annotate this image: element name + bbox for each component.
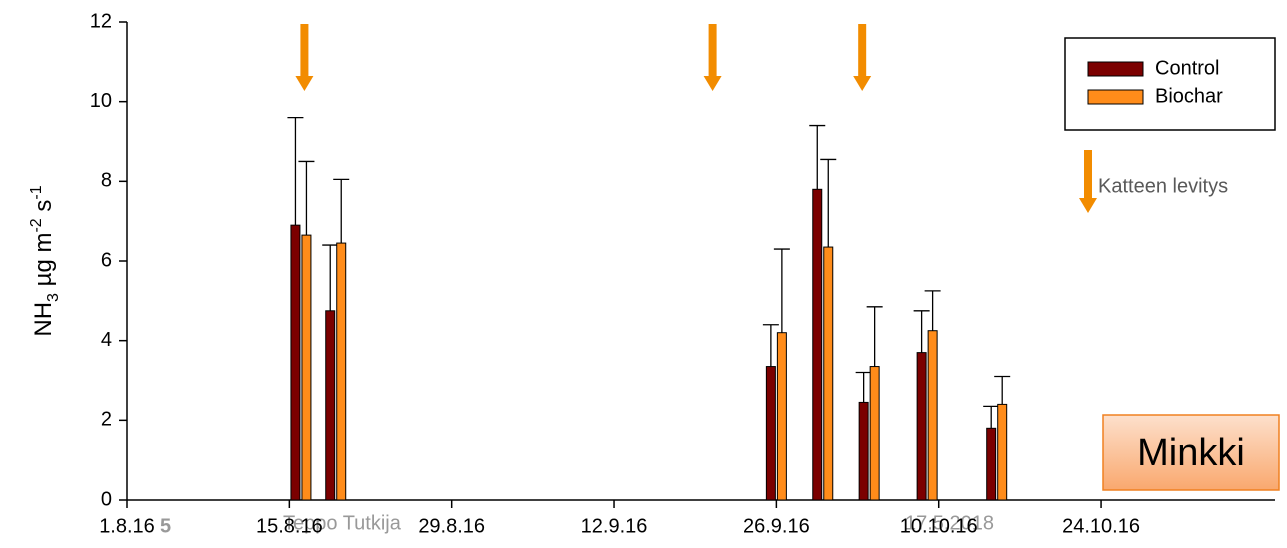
arrow-head bbox=[853, 76, 872, 91]
x-tick-label: 15.8.16 bbox=[256, 515, 323, 537]
application-arrow bbox=[703, 24, 722, 91]
bar bbox=[869, 366, 880, 501]
y-tick-label: 2 bbox=[101, 409, 112, 431]
x-tick-label: 26.9.16 bbox=[743, 515, 810, 537]
x-tick-label: 10.10.16 bbox=[900, 515, 978, 537]
legend-swatch bbox=[1087, 89, 1144, 105]
y-tick-label: 10 bbox=[90, 90, 112, 112]
bar bbox=[986, 427, 997, 501]
y-axis-label: NH3 µg m-2 s-1 bbox=[28, 185, 62, 336]
bar bbox=[927, 330, 938, 501]
bar bbox=[812, 188, 823, 501]
author: Teppo Tutkija bbox=[283, 512, 402, 534]
x-tick-label: 1.8.16 bbox=[99, 515, 155, 537]
y-label-part: -1 bbox=[28, 185, 45, 199]
legend-label: Control bbox=[1155, 57, 1219, 79]
arrow-head bbox=[703, 76, 722, 91]
arrow-legend-head bbox=[1079, 198, 1097, 213]
bar bbox=[997, 403, 1008, 501]
arrow-legend-shaft bbox=[1084, 150, 1092, 198]
bar bbox=[916, 352, 927, 501]
arrow-head bbox=[295, 76, 314, 91]
x-tick-label: 24.10.16 bbox=[1062, 515, 1140, 537]
legend-label: Biochar bbox=[1155, 85, 1223, 107]
arrow-shaft bbox=[300, 24, 309, 76]
y-label-part: NH bbox=[30, 302, 57, 337]
badge: Minkki bbox=[1137, 432, 1245, 474]
page-number: 5 bbox=[160, 515, 171, 537]
legend-box bbox=[1064, 37, 1276, 131]
y-label-part: µg m bbox=[30, 233, 57, 294]
application-arrow bbox=[853, 24, 872, 91]
y-tick-label: 8 bbox=[101, 170, 112, 192]
badge-box bbox=[1102, 414, 1280, 491]
arrow-shaft bbox=[858, 24, 867, 76]
bar bbox=[325, 310, 336, 501]
legend-swatch bbox=[1087, 61, 1144, 77]
bar bbox=[336, 242, 347, 501]
bar bbox=[823, 246, 834, 501]
x-tick-label: 29.8.16 bbox=[418, 515, 485, 537]
y-tick-label: 12 bbox=[90, 10, 112, 32]
y-label-part: -2 bbox=[28, 218, 45, 232]
arrow-legend-label: Katteen levitys bbox=[1098, 175, 1228, 197]
date: 17.5.2018 bbox=[905, 512, 994, 534]
bar bbox=[290, 224, 301, 501]
arrow-shaft bbox=[708, 24, 717, 76]
application-arrow bbox=[295, 24, 314, 91]
y-tick-label: 0 bbox=[101, 488, 112, 510]
bar bbox=[765, 366, 776, 501]
y-tick-label: 4 bbox=[101, 329, 112, 351]
x-tick-label: 12.9.16 bbox=[581, 515, 648, 537]
y-tick-label: 6 bbox=[101, 249, 112, 271]
y-label-part: s bbox=[30, 200, 57, 219]
bar bbox=[301, 234, 312, 501]
bar bbox=[858, 401, 869, 501]
y-label-part: 3 bbox=[45, 293, 62, 302]
bar bbox=[776, 332, 787, 501]
